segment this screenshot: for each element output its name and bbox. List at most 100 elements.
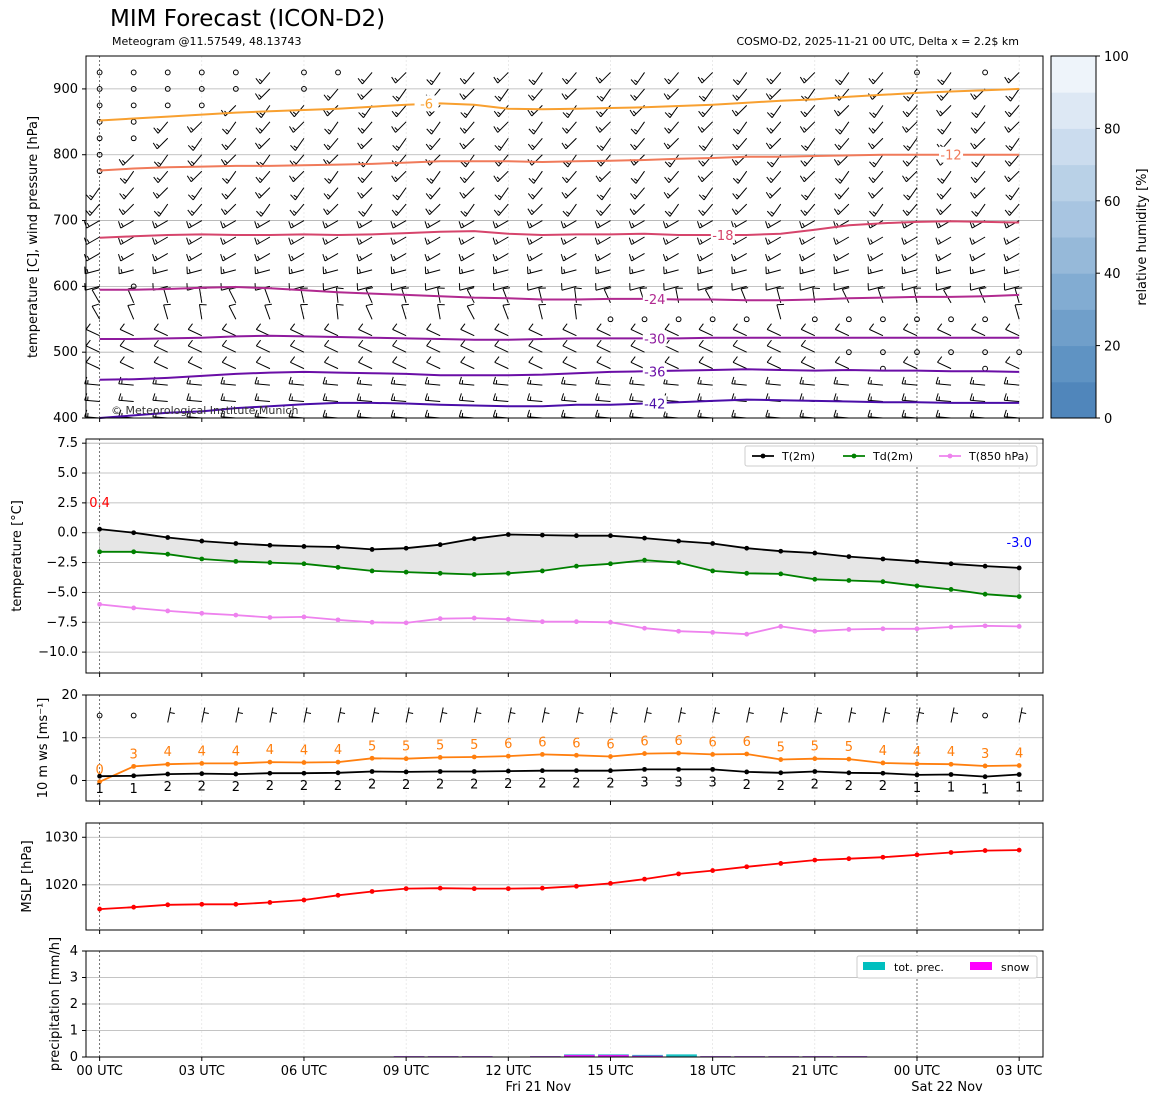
wind-barb-flag (255, 356, 262, 363)
wind-barb-flag (969, 393, 973, 401)
wind-barb-flag (458, 237, 462, 245)
wind-barb-staff (663, 383, 679, 386)
wind-barb-flag (833, 376, 837, 384)
wind-barb-flag (220, 237, 224, 245)
wind-barb-half-flag (495, 239, 499, 244)
gust-label: 5 (402, 740, 410, 755)
wind-barb-staff (460, 361, 475, 370)
data-point (880, 579, 886, 585)
wind-barb-flag (663, 191, 669, 199)
calm-wind-circle (982, 349, 989, 356)
wind-barb-half-flag (359, 239, 363, 244)
data-point (608, 561, 613, 567)
wind-barb-flag (732, 177, 739, 184)
wind-barb-staff (335, 287, 339, 303)
wind-barb-flag (560, 237, 564, 245)
wind-barb-staff (940, 105, 952, 117)
wind-barb-staff (85, 285, 100, 291)
wind-barb-flag (322, 409, 326, 417)
wind-barb-half-flag (940, 128, 945, 133)
data-point (574, 563, 579, 569)
wind-barb-staff (732, 361, 747, 370)
calm-wind-circle (96, 712, 103, 719)
gust-label: 6 (538, 735, 546, 750)
wind-barb-half-flag (599, 111, 604, 115)
wind-barb-staff (804, 203, 816, 216)
calm-wind-circle (845, 349, 852, 356)
wind-barb-flag (868, 191, 873, 199)
wind-barb-flag (220, 159, 226, 166)
wind-barb-flag (869, 161, 875, 168)
wind-barb-staff (596, 328, 611, 337)
wind-barb-staff (392, 236, 407, 245)
wind-barb-half-flag (361, 211, 366, 215)
wind-barb-flag (936, 208, 941, 215)
wind-barb-half-flag (463, 161, 468, 165)
colorbar-segment (1051, 237, 1096, 274)
wind-barb-half-flag (395, 96, 400, 100)
wind-barb-flag (664, 127, 670, 134)
wind-barb-flag (697, 175, 703, 183)
wind-barb-flag (408, 712, 414, 715)
wind-barb-staff (906, 203, 918, 216)
wind-barb-half-flag (191, 194, 196, 198)
data-point (131, 773, 137, 779)
data-point (199, 610, 205, 616)
wind-barb-flag (356, 393, 360, 401)
wind-barb-staff (803, 121, 816, 133)
wind-barb-half-flag (531, 144, 535, 148)
isotherm-label-bg (414, 95, 439, 112)
data-point (744, 570, 750, 576)
wind-barb-staff (426, 361, 441, 370)
wind-barb-staff (294, 187, 305, 201)
data-point (948, 761, 954, 767)
speed-label: 3 (709, 775, 717, 790)
wind-barb-staff (392, 328, 407, 337)
wind-barb-flag (118, 253, 122, 262)
panel-frame (85, 694, 1044, 802)
wind-barb-staff (575, 707, 580, 723)
wind-barb-half-flag (597, 222, 601, 227)
wind-barb-flag (901, 376, 905, 384)
wind-barb-half-flag (767, 255, 771, 260)
wind-barb-staff (228, 289, 237, 304)
wind-barb-flag (867, 253, 871, 262)
wind-barb-staff (634, 88, 645, 101)
wind-barb-flag (937, 79, 943, 86)
data-point (233, 612, 239, 618)
data-point (778, 548, 784, 554)
wind-barb-flag (869, 112, 875, 118)
wind-barb-flag (324, 356, 330, 363)
wind-barb-half-flag (565, 211, 570, 215)
wind-barb-flag (833, 409, 837, 417)
wind-barb-flag (970, 93, 975, 100)
wind-barb-flag (357, 93, 362, 100)
wind-barb-flag (458, 376, 462, 384)
colorbar-segment (1051, 345, 1096, 383)
wind-barb-half-flag (360, 78, 365, 83)
wind-barb-half-flag (429, 178, 434, 182)
wind-barb-staff (86, 236, 100, 245)
wind-barb-flag (664, 176, 670, 183)
wind-barb-staff (498, 203, 509, 216)
wind-barb-flag (1003, 393, 1007, 401)
calm-wind-circle (232, 69, 239, 76)
wind-barb-half-flag (767, 239, 771, 244)
wind-barb-staff (563, 220, 577, 229)
wind-barb-half-flag (906, 96, 911, 100)
wind-barb-staff (358, 253, 373, 262)
wind-barb-flag (426, 79, 432, 86)
colorbar-frame (1050, 55, 1097, 419)
wind-barb-flag (152, 221, 156, 229)
wind-barb-staff (596, 361, 611, 370)
data-point (233, 760, 239, 766)
data-point (131, 904, 137, 910)
wind-barb-staff (770, 72, 782, 85)
speed-label: 2 (198, 780, 206, 795)
wind-barb-half-flag (531, 128, 536, 133)
wind-barb-flag (697, 409, 701, 417)
wind-barb-staff (157, 121, 169, 134)
wind-barb-staff (493, 399, 509, 403)
wind-barb-half-flag (86, 222, 90, 227)
calm-wind-circle (301, 86, 307, 92)
